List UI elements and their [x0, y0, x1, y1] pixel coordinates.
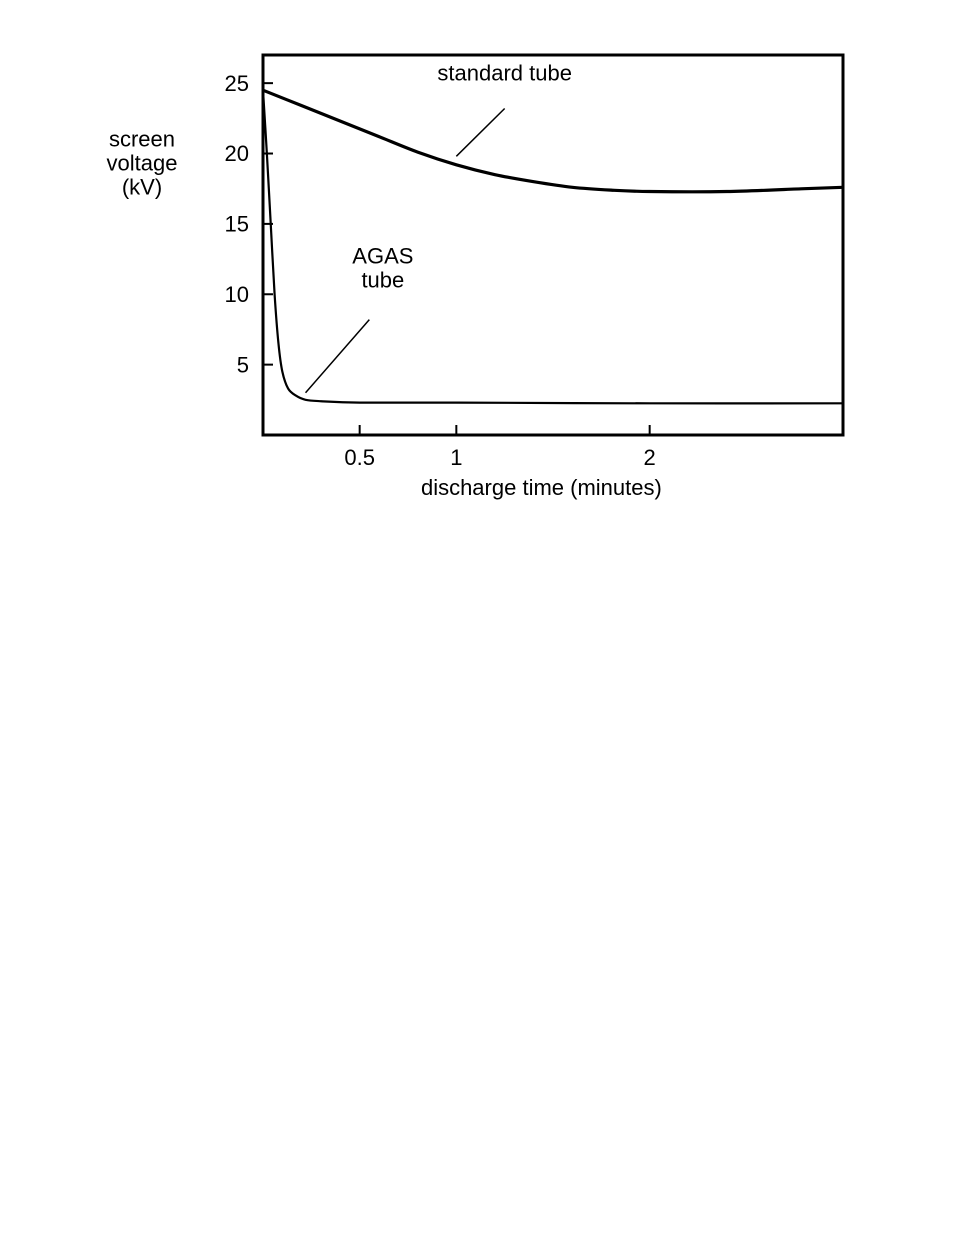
x-tick-label: 1: [450, 445, 462, 470]
series-label: AGAS: [352, 243, 413, 268]
discharge-chart: 5 10 15 20 25 0.5 1 2 screenvoltage(kV) discharge…: [100, 35, 860, 510]
y-axis-label: voltage: [107, 150, 178, 175]
page: 5 10 15 20 25 0.5 1 2 screenvoltage(kV) discharge…: [0, 0, 954, 1235]
y-tick-label: 20: [225, 141, 249, 166]
y-tick-label: 15: [225, 212, 249, 237]
y-axis-label: (kV): [122, 174, 162, 199]
series-label: tube: [361, 267, 404, 292]
chart-svg: 5 10 15 20 25 0.5 1 2 screenvoltage(kV) discharge…: [100, 35, 860, 505]
x-tick-label: 2: [644, 445, 656, 470]
series-label: standard tube: [437, 60, 572, 85]
y-tick-label: 10: [225, 282, 249, 307]
x-axis-label: discharge time (minutes): [421, 475, 662, 500]
y-axis-label: screen: [109, 126, 175, 151]
y-tick-label: 25: [225, 71, 249, 96]
x-tick-label: 0.5: [344, 445, 375, 470]
y-tick-label: 5: [237, 352, 249, 377]
